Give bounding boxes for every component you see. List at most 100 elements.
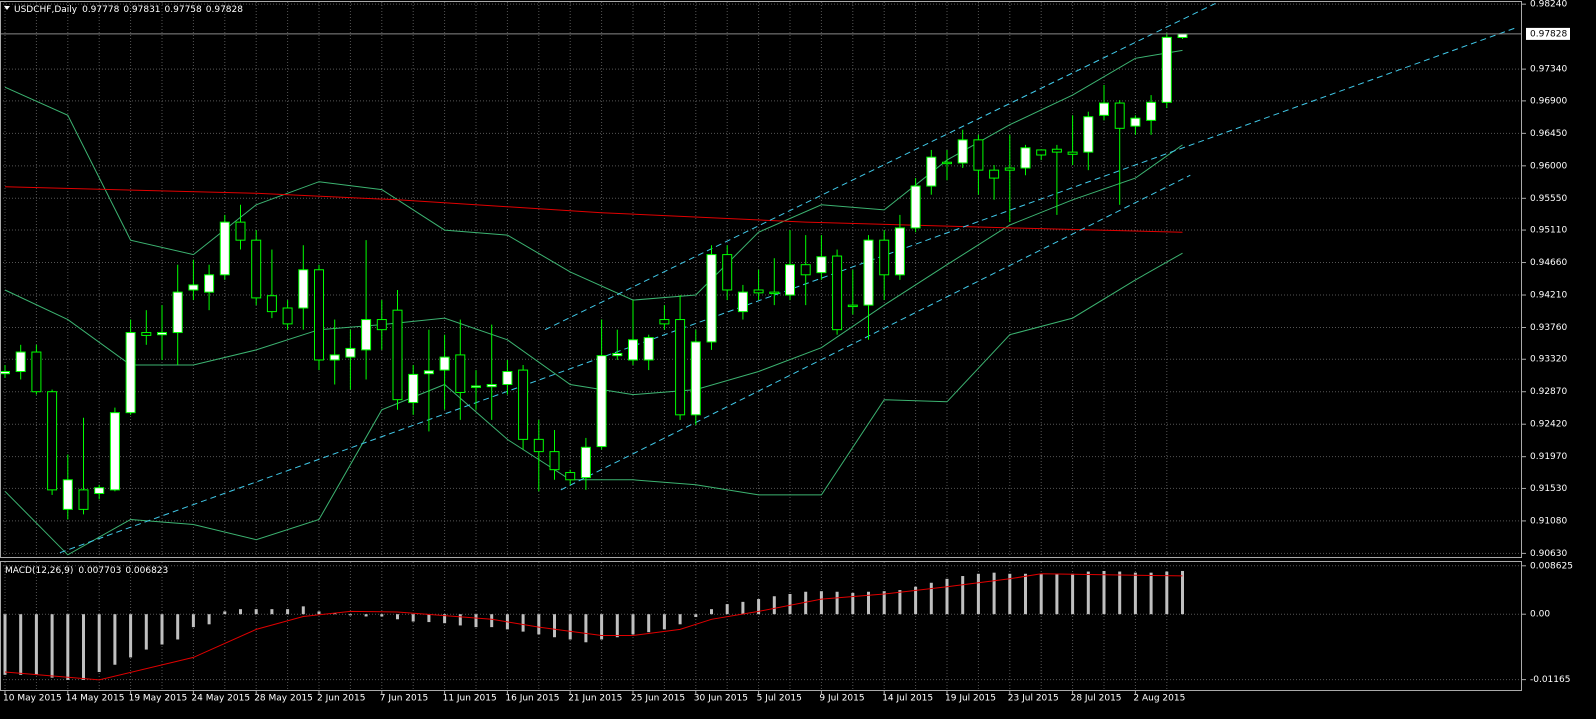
macd-bar [239,609,242,615]
macd-bar [992,572,996,615]
macd-bar [851,592,855,615]
macd-bar [521,614,525,632]
x-tick-label: 19 Jul 2015 [945,694,996,704]
macd-bar [553,614,556,638]
macd-bar [741,601,745,615]
bollinger-lower [4,252,1183,556]
candle-body [314,269,324,361]
macd-bar [144,614,148,650]
candle-body [0,371,10,375]
macd-bar [129,614,133,658]
macd-bar [788,594,792,615]
macd-bar [474,614,478,628]
macd-bar [914,586,918,615]
candle-body [1083,116,1094,153]
macd-title: MACD(12,26,9) [5,566,73,576]
macd-header: MACD(12,26,9) 0.007703 0.006823 [5,566,168,576]
candle-body [1004,167,1015,171]
macd-bar [898,590,902,615]
axes: USDCHF,Daily 0.97778 0.97831 0.97758 0.97828… [0,0,1573,704]
x-tick-label: 24 May 2015 [191,694,250,704]
x-tick-label: 7 Jun 2015 [380,694,428,704]
macd-bar [662,614,666,630]
macd-value: 0.007703 [78,566,121,576]
x-tick-label: 2 Jun 2015 [317,694,365,704]
candle-body [251,239,262,299]
y-tick-label: 0.92870 [1530,387,1567,397]
candle-body [549,451,560,471]
macd-bar [694,614,698,618]
macd-bar [678,614,682,625]
candle-body [423,370,434,375]
candle-body [973,139,984,171]
candle-body [659,319,670,325]
macd-bar [458,614,462,626]
candle-body [1130,117,1141,127]
macd-bar [1118,571,1122,615]
candle-body [1099,102,1109,116]
macd-bar [1181,570,1184,615]
candle-body [235,221,246,241]
macd-bar [3,614,7,675]
y-tick-label: 0.96450 [1530,129,1567,139]
macd-bar [772,596,776,615]
candle-body [188,284,199,291]
moving-average [4,186,1183,233]
macd-bar [317,611,321,615]
header-open: 0.97778 [82,5,119,15]
candle-body [1036,149,1047,156]
candle-body [894,227,905,276]
x-tick-label: 28 Jul 2015 [1071,694,1122,704]
macd-bar [97,614,101,673]
macd-bar [176,614,180,640]
macd-bar [631,614,635,635]
candle-body [361,319,372,351]
candle-body [863,239,874,306]
macd-bar [286,609,290,615]
y-tick-label: 0.90630 [1530,549,1567,559]
macd-bar [254,609,258,615]
macd-bar [615,614,619,638]
candle-body [31,351,42,393]
candle-body [816,256,827,274]
candle-body [471,385,481,388]
macd-bar [882,591,886,615]
candle-body [518,369,529,440]
candle-body [219,221,230,276]
x-tick-label: 14 Jul 2015 [882,694,933,704]
macd-bar [113,614,117,665]
signal-line [4,573,1183,681]
channel-line [560,174,1191,491]
macd-bar [568,614,572,640]
candle-body [1177,33,1188,39]
y-tick-label: 0.93760 [1530,323,1567,333]
candle-body [15,351,26,373]
candle-body [345,347,356,358]
macd-bar [301,606,305,615]
macd-bar [191,614,195,628]
candle-body [486,384,497,388]
macd-bar [976,573,980,615]
candle-body [847,304,858,308]
menu-icon[interactable] [4,6,10,10]
macd-bar [380,614,384,617]
macd-bar [82,614,85,680]
current-price-box [1526,27,1570,40]
macd-bar [1008,573,1012,615]
candle-body [157,332,167,336]
candle-body [141,332,152,336]
candle-body [1067,151,1078,155]
candle-body [737,291,748,313]
candle-body [439,356,450,371]
x-tick-label: 2 Aug 2015 [1133,694,1185,704]
candle-body [1161,36,1172,103]
macd-bar [867,591,870,615]
candle-body [62,479,73,510]
macd-bar [961,576,965,615]
candle-body [455,354,466,393]
current-price-label: 0.97828 [1530,29,1567,39]
candle-body [785,264,795,296]
candle-body [910,185,921,229]
x-tick-label: 23 Jul 2015 [1008,694,1059,704]
